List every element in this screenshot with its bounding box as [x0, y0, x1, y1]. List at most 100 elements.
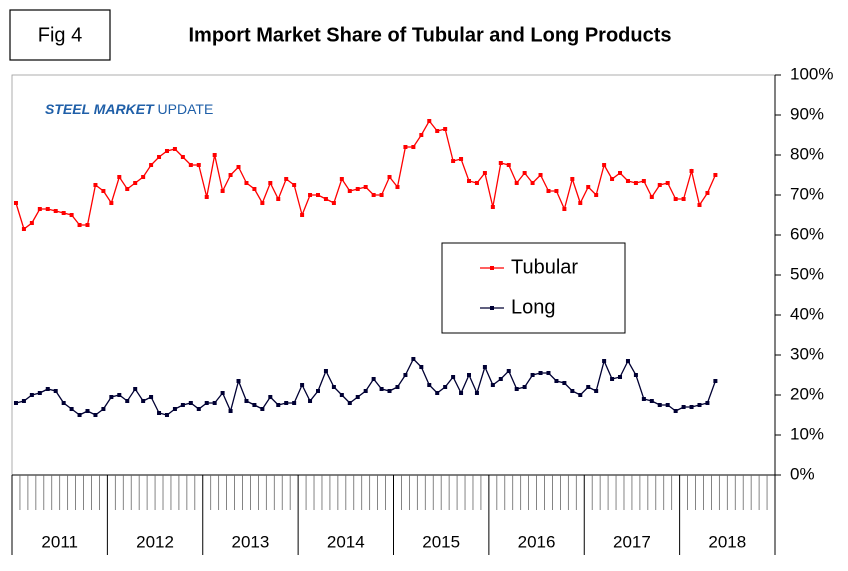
- point: [411, 145, 416, 149]
- point: [308, 193, 313, 197]
- point: [220, 189, 225, 193]
- point: [101, 407, 106, 411]
- point: [673, 409, 678, 413]
- logo-regular: UPDATE: [158, 101, 214, 117]
- point: [570, 389, 575, 393]
- point: [323, 369, 328, 373]
- point: [323, 197, 328, 201]
- point: [403, 373, 408, 377]
- point: [618, 375, 623, 379]
- point: [594, 193, 599, 197]
- point: [149, 163, 154, 167]
- point: [689, 169, 694, 173]
- point: [411, 357, 416, 361]
- x-group-label: 2014: [327, 532, 365, 551]
- legend-label: Tubular: [511, 256, 578, 278]
- point: [538, 173, 543, 177]
- point: [61, 401, 66, 405]
- point: [705, 401, 710, 405]
- point: [435, 391, 440, 395]
- point: [530, 373, 535, 377]
- point: [538, 371, 543, 375]
- point: [467, 179, 472, 183]
- point: [522, 171, 527, 175]
- point: [681, 197, 686, 201]
- point: [196, 163, 201, 167]
- point: [300, 383, 305, 387]
- point: [276, 197, 281, 201]
- point: [37, 391, 42, 395]
- point: [514, 181, 519, 185]
- legend: [441, 242, 626, 334]
- point: [133, 181, 138, 185]
- point: [109, 395, 114, 399]
- point: [109, 201, 114, 205]
- point: [172, 407, 177, 411]
- point: [625, 179, 630, 183]
- y-tick-label: 0%: [790, 464, 815, 483]
- point: [13, 401, 18, 405]
- point: [387, 175, 392, 179]
- point: [339, 393, 344, 397]
- point: [713, 379, 718, 383]
- point: [697, 203, 702, 207]
- point: [594, 389, 599, 393]
- y-tick-label: 80%: [790, 144, 824, 163]
- point: [331, 385, 336, 389]
- point: [641, 179, 646, 183]
- point: [355, 395, 360, 399]
- point: [602, 359, 607, 363]
- x-group-label: 2018: [708, 532, 746, 551]
- x-group-label: 2011: [41, 532, 78, 551]
- point: [395, 185, 400, 189]
- point: [673, 197, 678, 201]
- point: [93, 413, 98, 417]
- figure-label: Fig 4: [38, 24, 82, 46]
- point: [85, 409, 90, 413]
- point: [101, 189, 106, 193]
- y-tick-label: 40%: [790, 304, 824, 323]
- point: [236, 165, 241, 169]
- point: [228, 409, 233, 413]
- point: [252, 187, 257, 191]
- point: [395, 385, 400, 389]
- point: [268, 395, 273, 399]
- point: [355, 187, 360, 191]
- point: [21, 227, 26, 231]
- y-tick-label: 90%: [790, 104, 824, 123]
- point: [180, 403, 185, 407]
- point: [490, 383, 495, 387]
- y-tick-label: 10%: [790, 424, 824, 443]
- point: [133, 387, 138, 391]
- point: [363, 389, 368, 393]
- point: [276, 403, 281, 407]
- point: [204, 401, 209, 405]
- point: [482, 171, 487, 175]
- point: [451, 375, 456, 379]
- legend-marker: [490, 306, 494, 310]
- point: [260, 407, 265, 411]
- point: [77, 223, 82, 227]
- point: [157, 155, 162, 159]
- x-group-label: 2016: [518, 532, 556, 551]
- point: [633, 181, 638, 185]
- point: [244, 399, 249, 403]
- point: [308, 399, 313, 403]
- point: [292, 183, 297, 187]
- point: [403, 145, 408, 149]
- point: [45, 387, 50, 391]
- point: [347, 401, 352, 405]
- point: [331, 201, 336, 205]
- point: [371, 193, 376, 197]
- point: [315, 389, 320, 393]
- point: [220, 391, 225, 395]
- point: [371, 377, 376, 381]
- point: [482, 365, 487, 369]
- point: [164, 413, 169, 417]
- point: [236, 379, 241, 383]
- point: [578, 201, 583, 205]
- y-tick-label: 60%: [790, 224, 824, 243]
- point: [427, 119, 432, 123]
- point: [665, 181, 670, 185]
